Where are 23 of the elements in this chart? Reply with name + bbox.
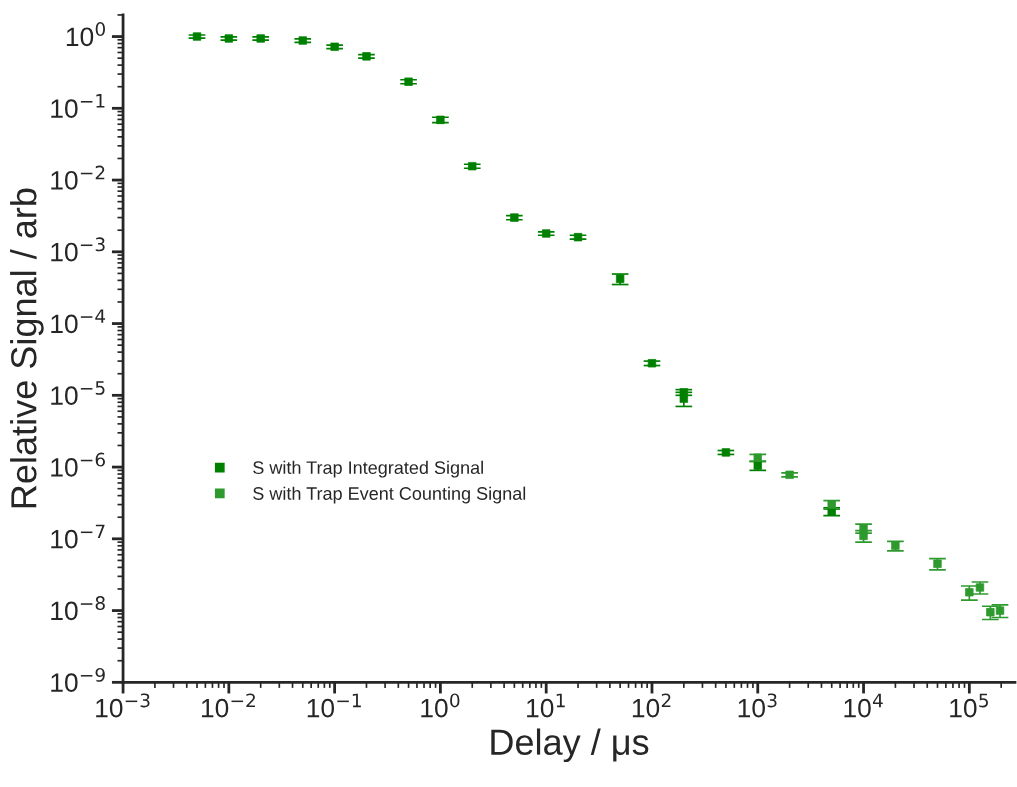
y-tick-label: 10$^{−4}$ (51, 309, 106, 334)
y-tick-label: 10$^{−5}$ (51, 381, 105, 405)
y-axis-title: Relative Signal / arb (10, 188, 44, 508)
x-tick-label: 10$^{2}$ (632, 693, 671, 718)
x-tick-label: 10$^{0}$ (421, 693, 460, 718)
y-tick-label: 10$^{−6}$ (51, 452, 105, 477)
y-tick-label: 10$^{−2}$ (51, 165, 105, 190)
y-tick-label: 10$^{−8}$ (51, 596, 105, 621)
x-tick-label: 10$^{5}$ (950, 693, 988, 718)
legend-label: S with Trap Event Counting Signal (253, 486, 526, 504)
y-tick-label: 10$^{−3}$ (51, 237, 105, 262)
y-tick-label: 10$^{−7}$ (51, 524, 105, 549)
x-tick-label: 10$^{3}$ (738, 693, 777, 718)
legend-label: S with Trap Integrated Signal (253, 460, 483, 478)
y-tick-label: 10$^{−9}$ (51, 667, 105, 692)
y-tick-label: 10$^{0}$ (66, 22, 105, 47)
x-axis-title: Delay / μs (491, 728, 649, 763)
y-tick-label: 10$^{−1}$ (51, 94, 105, 118)
x-tick-label: 10$^{−3}$ (96, 693, 150, 718)
x-tick-label: 10$^{1}$ (527, 693, 565, 718)
x-tick-label: 10$^{−2}$ (201, 693, 255, 718)
x-tick-label: 10$^{−1}$ (307, 693, 361, 718)
x-tick-label: 10$^{4}$ (844, 693, 883, 718)
